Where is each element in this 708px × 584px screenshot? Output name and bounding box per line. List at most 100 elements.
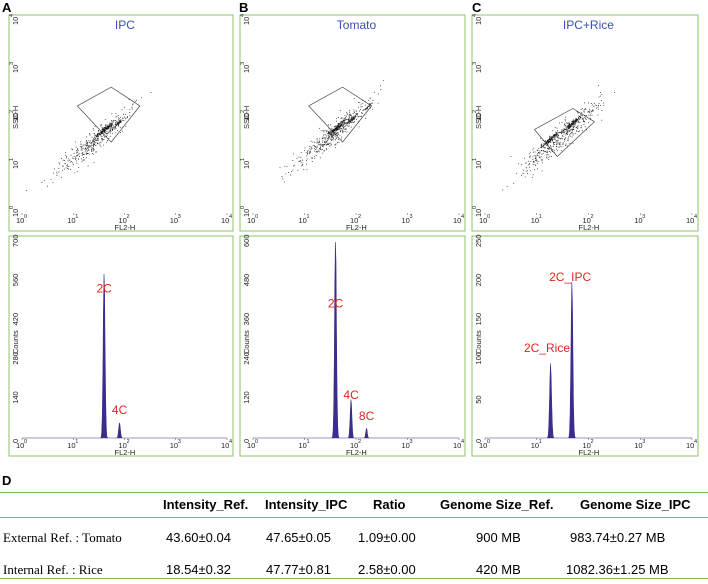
scatter-point: [549, 142, 551, 143]
table-row: External Ref. : Tomato 43.60±0.04 47.65±…: [0, 530, 708, 552]
scatter-point: [340, 122, 342, 124]
x-tick-exponent: 2: [591, 214, 594, 220]
y-tick-label: 700: [11, 234, 20, 247]
scatter-point: [582, 117, 584, 119]
scatter-point: [567, 127, 569, 129]
scatter-panel-frame: [8, 14, 234, 232]
scatter-point: [127, 117, 128, 118]
y-axis-label-group: SSC-H: [11, 106, 20, 129]
scatter-point: [551, 151, 553, 152]
scatter-point: [117, 115, 119, 116]
scatter-point: [567, 139, 569, 141]
scatter-point: [98, 134, 100, 135]
scatter-point: [579, 118, 581, 120]
scatter-point: [100, 131, 102, 133]
scatter-point: [560, 137, 562, 139]
scatter-point: [299, 160, 301, 162]
scatter-point: [541, 150, 542, 151]
scatter-point: [99, 144, 101, 146]
scatter-point: [347, 122, 349, 124]
scatter-point: [528, 153, 530, 155]
scatter-point: [124, 114, 126, 115]
scatter-point: [62, 165, 64, 167]
scatter-point: [545, 141, 547, 143]
y-tick-base: 10: [11, 65, 20, 73]
scatter-point: [131, 108, 133, 110]
scatter-point: [111, 113, 113, 115]
scatter-point: [316, 142, 318, 144]
scatter-point: [93, 161, 95, 163]
scatter-point: [307, 150, 309, 152]
scatter-point: [557, 130, 558, 132]
scatter-point: [588, 112, 590, 114]
scatter-point: [72, 157, 73, 159]
scatter-point: [324, 141, 326, 143]
scatter-point: [343, 121, 345, 122]
scatter-point: [328, 131, 330, 133]
scatter-point: [101, 133, 103, 135]
scatter-point: [349, 114, 350, 116]
x-tick-label: 10 0: [247, 214, 258, 225]
scatter-point: [320, 149, 322, 150]
y-tick-base: 10: [242, 17, 251, 25]
scatter-panel-frame: [471, 14, 699, 232]
scatter-point: [582, 130, 583, 132]
scatter-point: [330, 144, 332, 145]
scatter-point: [325, 134, 327, 136]
scatter-point: [328, 124, 329, 126]
scatter-point: [572, 130, 573, 132]
scatter-point: [522, 169, 524, 171]
scatter-point: [109, 122, 111, 124]
table-row: Internal Ref. : Rice 18.54±0.32 47.77±0.…: [0, 562, 708, 584]
scatter-point: [108, 126, 110, 128]
scatter-point: [84, 144, 86, 146]
scatter-point: [334, 132, 336, 133]
scatter-point: [351, 120, 353, 122]
scatter-point: [305, 152, 307, 154]
x-tick-exponent: 0: [487, 214, 490, 220]
scatter-point: [125, 118, 127, 120]
scatter-point: [328, 138, 329, 140]
scatter-point: [568, 124, 570, 126]
scatter-point: [343, 125, 344, 127]
scatter-point: [325, 140, 327, 142]
scatter-point: [309, 150, 311, 152]
scatter-point: [333, 132, 335, 134]
scatter-point: [548, 139, 550, 141]
scatter-point: [330, 145, 332, 147]
scatter-point: [578, 119, 580, 121]
scatter-point: [544, 151, 546, 153]
y-tick-label: 240: [242, 352, 251, 365]
scatter-point: [549, 137, 551, 138]
scatter-point: [580, 127, 582, 129]
scatter-point: [563, 128, 565, 129]
scatter-point: [50, 179, 52, 180]
scatter-point: [114, 120, 116, 121]
scatter-point: [529, 163, 530, 164]
scatter-point: [92, 143, 94, 145]
scatter-point: [359, 102, 361, 103]
scatter-point: [352, 119, 354, 121]
scatter-point: [315, 147, 317, 148]
scatter-point: [547, 143, 548, 145]
scatter-point: [521, 174, 522, 176]
scatter-point: [556, 137, 558, 139]
scatter-point: [340, 125, 341, 126]
scatter-point: [356, 113, 358, 115]
scatter-point: [86, 136, 88, 138]
scatter-point: [116, 115, 118, 117]
x-tick-base: 10: [479, 441, 487, 450]
scatter-point: [536, 149, 538, 151]
scatter-point: [331, 129, 333, 131]
scatter-point: [120, 122, 122, 123]
scatter-point: [350, 119, 352, 121]
scatter-title: IPC+Rice: [563, 18, 614, 32]
scatter-point: [553, 134, 555, 135]
scatter-point: [336, 132, 338, 134]
scatter-point: [557, 135, 559, 136]
scatter-point: [570, 123, 572, 124]
x-tick-exponent: 3: [410, 214, 413, 220]
scatter-point: [86, 143, 88, 145]
x-tick-base: 10: [634, 441, 642, 450]
scatter-point: [357, 113, 358, 114]
